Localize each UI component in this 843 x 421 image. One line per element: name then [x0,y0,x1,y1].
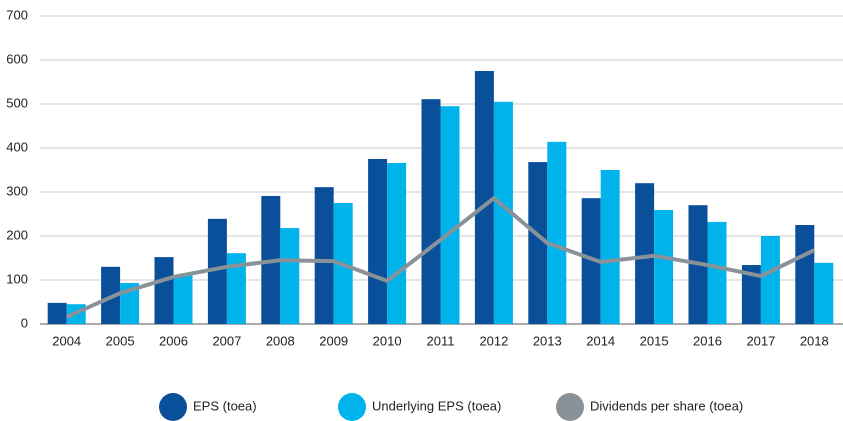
bar [368,159,388,324]
bar [47,302,67,324]
legend-marker [556,393,584,421]
x-tick-label: 2005 [106,333,135,348]
legend-marker [159,393,187,421]
x-tick-label: 2015 [640,333,669,348]
bar [173,275,193,324]
x-tick-label: 2009 [319,333,348,348]
bar [528,162,548,324]
bar [474,71,494,324]
y-tick-label: 300 [6,183,28,198]
x-tick-label: 2012 [479,333,508,348]
x-tick-label: 2011 [427,333,455,348]
x-tick-label: 2013 [533,333,562,348]
bar [387,162,407,324]
bar [635,183,655,324]
y-tick-label: 400 [6,139,28,154]
bar [154,257,174,324]
y-tick-label: 200 [6,227,28,242]
x-tick-label: 2016 [693,333,722,348]
x-tick-label: 2006 [159,333,188,348]
bar [493,101,513,324]
bar [760,236,780,324]
bar [440,106,460,324]
x-tick-label: 2018 [800,333,829,348]
y-tick-label: 0 [21,315,28,330]
line [65,196,816,319]
legend-label: Underlying EPS (toea) [372,398,501,413]
bar [795,225,815,324]
y-tick-label: 100 [6,271,28,286]
x-tick-label: 2007 [212,333,241,348]
x-tick-label: 2014 [586,333,615,348]
y-tick-label: 500 [6,95,28,110]
bar [314,187,334,324]
bar [280,228,300,324]
legend-label: Dividends per share (toea) [590,398,743,413]
x-tick-label: 2008 [266,333,295,348]
legend-label: EPS (toea) [193,398,257,413]
bar [226,253,246,324]
bar [581,198,601,324]
bar [207,218,227,324]
bar [421,99,441,324]
bar [814,262,834,324]
bar [707,221,727,324]
bar [600,170,620,324]
x-tick-label: 2004 [52,333,81,348]
x-tick-label: 2010 [373,333,402,348]
y-tick-label: 700 [6,7,28,22]
y-tick-label: 600 [6,51,28,66]
legend-marker [338,393,366,421]
x-tick-label: 2017 [746,333,775,348]
bar [654,210,674,324]
bar [547,141,567,324]
bar [741,265,761,324]
